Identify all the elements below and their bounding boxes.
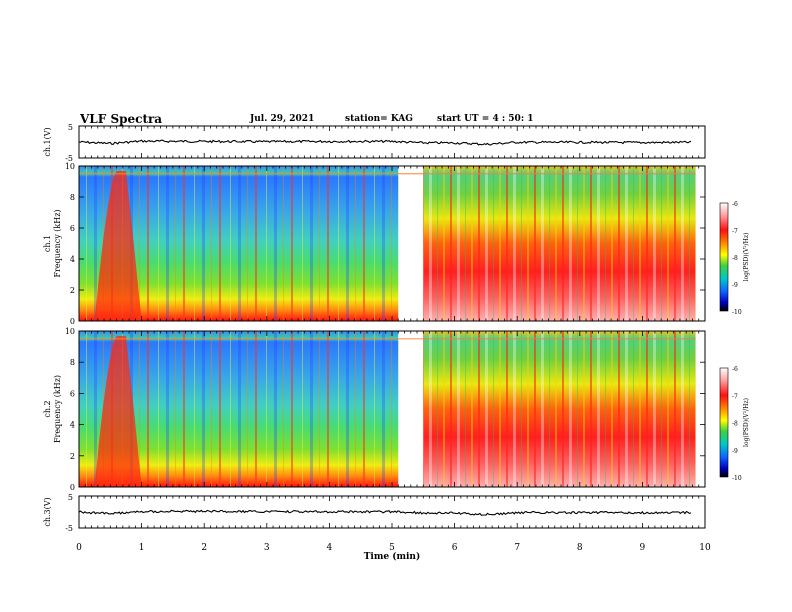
freq-tick-label: 8: [70, 358, 75, 367]
time-tick-label: 6: [452, 543, 458, 553]
colorbar-tick-label: -6: [732, 366, 738, 373]
date-label: Jul. 29, 2021: [250, 114, 315, 124]
colorbar-tick-label: -10: [732, 475, 742, 482]
channel-label: ch.1: [43, 235, 52, 252]
time-tick-label: 1: [139, 543, 145, 553]
voltage-tick-label: -5: [65, 524, 73, 533]
freq-tick-label: 4: [70, 255, 75, 264]
freq-tick-label: 4: [70, 421, 75, 430]
start-time-label: start UT = 4 : 50: 1: [437, 114, 534, 124]
colorbar-tick-label: -8: [732, 255, 738, 262]
frequency-axis-label: Frequency (kHz): [53, 209, 62, 277]
voltage-tick-label: 5: [68, 123, 73, 132]
colorbar-label: log(PSD)(V²/Hz): [743, 398, 750, 447]
colorbar-tick-label: -8: [732, 421, 738, 428]
freq-tick-label: 2: [70, 286, 75, 295]
colorbar-tick-label: -7: [732, 393, 738, 400]
colorbar: [719, 367, 729, 478]
station-label: station= KAG: [345, 114, 413, 124]
frequency-axis-label: Frequency (kHz): [53, 375, 62, 443]
freq-tick-label: 6: [70, 224, 75, 233]
time-tick-label: 9: [640, 543, 646, 553]
time-tick-label: 7: [514, 543, 520, 553]
time-tick-label: 0: [76, 543, 82, 553]
colorbar: [719, 202, 729, 312]
freq-tick-label: 10: [65, 162, 75, 171]
voltage-axis-label: ch.3(V): [43, 497, 52, 526]
time-tick-label: 8: [577, 543, 583, 553]
freq-tick-label: 0: [70, 317, 75, 326]
colorbar-tick-label: -9: [732, 282, 738, 289]
time-tick-label: 10: [699, 543, 711, 553]
voltage-tick-label: 5: [68, 493, 73, 502]
colorbar-tick-label: -6: [732, 201, 738, 208]
colorbar-tick-label: -10: [732, 309, 742, 316]
spectrogram-streaks-post: [423, 331, 696, 487]
figure-title: VLF Spectra: [80, 112, 163, 126]
time-tick-label: 2: [201, 543, 207, 553]
time-axis-label: Time (min): [364, 551, 421, 562]
colorbar-tick-label: -9: [732, 448, 738, 455]
waveform-trace: [78, 509, 692, 516]
time-tick-label: 3: [264, 543, 270, 553]
freq-tick-label: 8: [70, 193, 75, 202]
waveform-trace: [78, 139, 692, 146]
voltage-tick-label: -5: [65, 154, 73, 163]
voltage-axis-label: ch.1(V): [43, 127, 52, 156]
freq-tick-label: 0: [70, 483, 75, 492]
freq-tick-label: 2: [70, 452, 75, 461]
time-tick-label: 4: [327, 543, 333, 553]
spectrogram-streaks-post: [423, 166, 696, 321]
spectrogram-burst: [94, 171, 142, 321]
time-tick-label: 5: [389, 543, 395, 553]
freq-tick-label: 10: [65, 327, 75, 336]
channel-label: ch.2: [43, 400, 52, 417]
colorbar-tick-label: -7: [732, 228, 738, 235]
freq-tick-label: 6: [70, 389, 75, 398]
colorbar-label: log(PSD)(V²/Hz): [743, 233, 750, 282]
spectrogram-burst: [94, 336, 142, 487]
